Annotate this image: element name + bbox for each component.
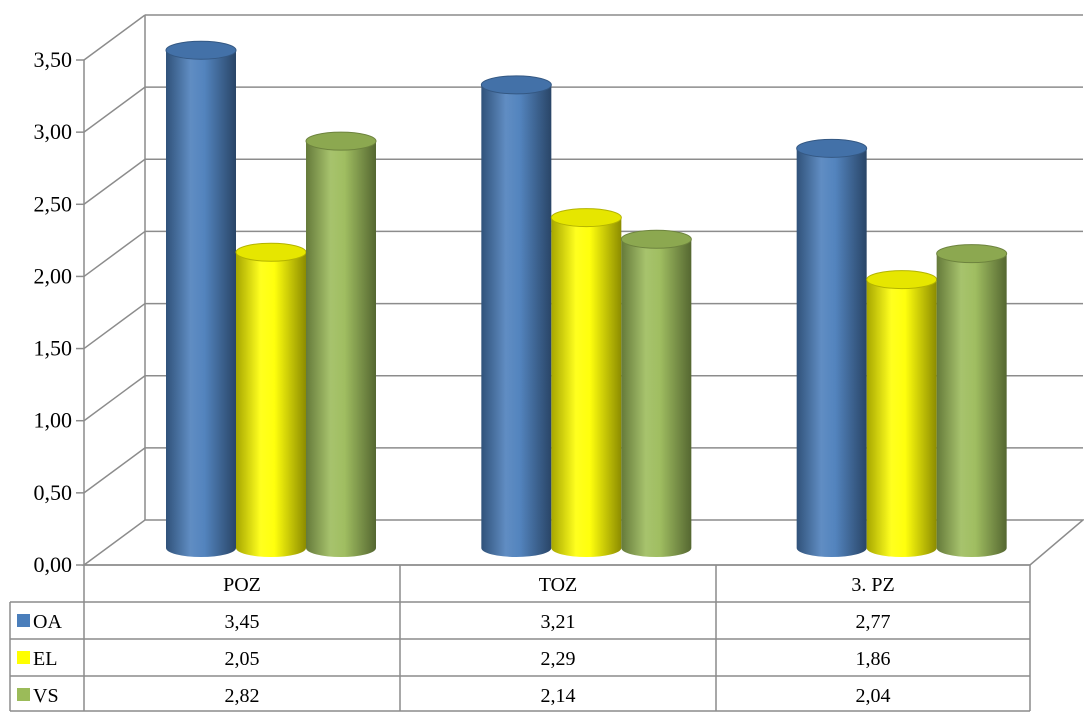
legend-label-oa: OA <box>33 611 62 633</box>
table-value-el: 2,29 <box>541 648 576 670</box>
bar-vs-0 <box>306 141 376 557</box>
legend-label-el: EL <box>33 648 57 670</box>
bar-top-vs-2 <box>936 244 1008 264</box>
gridline-side <box>83 302 146 350</box>
table-value-oa: 3,21 <box>541 611 576 633</box>
table-value-oa: 2,77 <box>856 611 891 633</box>
bars <box>165 40 1008 558</box>
bar-vs-2 <box>936 253 1007 557</box>
table-value-vs: 2,14 <box>541 685 576 707</box>
bar-top-oa-2 <box>796 138 868 158</box>
gridline-side <box>83 447 146 494</box>
gridline-side <box>83 230 146 278</box>
data-table: POZ TOZ 3. PZ OA 3,45 3,21 2,77 EL 2,05 2,29 1,86 V… <box>9 564 1031 712</box>
y-tick-label: 3,00 <box>34 119 73 144</box>
bar-el-0 <box>236 252 306 557</box>
bar-top-oa-1 <box>480 75 552 95</box>
y-tick-label: 1,50 <box>34 336 73 361</box>
bar-top-vs-0 <box>305 131 377 151</box>
bar-top-el-0 <box>235 242 307 262</box>
bar-el-1 <box>551 217 622 558</box>
y-tick-label: 0,00 <box>34 552 73 577</box>
y-tick-label: 2,50 <box>34 191 73 216</box>
gridline-side <box>83 158 146 205</box>
y-tick-label: 0,50 <box>34 480 73 505</box>
table-value-oa: 3,45 <box>225 611 260 633</box>
table-value-vs: 2,04 <box>856 685 891 707</box>
legend-key-el <box>17 651 30 664</box>
legend-key-vs <box>17 688 30 701</box>
bar-vs-1 <box>621 239 692 557</box>
bar-top-vs-1 <box>620 229 692 249</box>
y-tick-label: 3,50 <box>34 47 73 72</box>
bar-oa-1 <box>481 84 552 557</box>
y-tick-label: 1,00 <box>34 408 73 433</box>
table-value-el: 1,86 <box>856 648 891 670</box>
table-category-header: TOZ <box>539 574 578 596</box>
bar-el-2 <box>866 279 937 557</box>
table-category-header: POZ <box>223 574 261 596</box>
bar-top-el-2 <box>866 270 938 290</box>
bar-oa-2 <box>796 148 867 558</box>
legend-key-oa <box>17 614 30 627</box>
bar-top-el-1 <box>550 208 622 228</box>
gridline-side <box>83 14 146 61</box>
table-category-header: 3. PZ <box>851 574 894 596</box>
bar-top-oa-0 <box>165 40 237 60</box>
table-value-el: 2,05 <box>225 648 260 670</box>
bar-oa-0 <box>166 50 236 557</box>
gridline-side <box>83 375 146 422</box>
gridline-side <box>83 86 146 133</box>
y-tick-label: 2,00 <box>34 263 73 288</box>
y-axis-ticks: 0,00 0,50 1,00 1,50 2,00 2,50 3,00 3,50 <box>34 47 84 577</box>
legend-label-vs: VS <box>33 685 59 707</box>
table-value-vs: 2,82 <box>225 685 260 707</box>
